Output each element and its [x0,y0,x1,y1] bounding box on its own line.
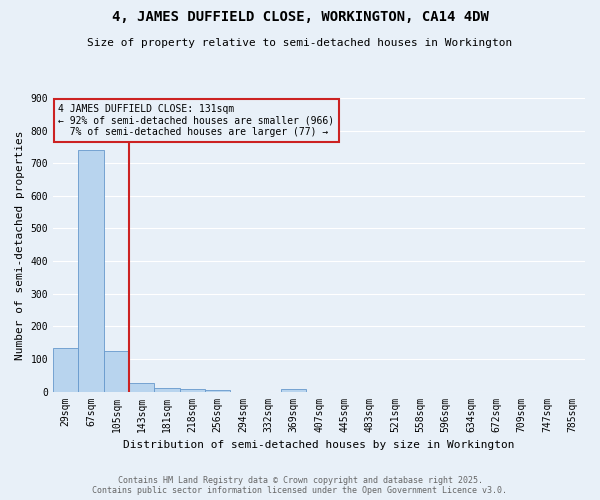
Bar [205,390,230,392]
Bar [179,389,205,392]
Bar [104,351,129,392]
X-axis label: Distribution of semi-detached houses by size in Workington: Distribution of semi-detached houses by … [123,440,515,450]
Bar [154,388,179,392]
Bar [79,150,104,392]
Bar [129,382,154,392]
Y-axis label: Number of semi-detached properties: Number of semi-detached properties [15,130,25,360]
Text: 4 JAMES DUFFIELD CLOSE: 131sqm
← 92% of semi-detached houses are smaller (966)
 : 4 JAMES DUFFIELD CLOSE: 131sqm ← 92% of … [58,104,334,137]
Bar [53,348,79,392]
Text: Contains HM Land Registry data © Crown copyright and database right 2025.
Contai: Contains HM Land Registry data © Crown c… [92,476,508,495]
Bar [281,389,307,392]
Text: Size of property relative to semi-detached houses in Workington: Size of property relative to semi-detach… [88,38,512,48]
Text: 4, JAMES DUFFIELD CLOSE, WORKINGTON, CA14 4DW: 4, JAMES DUFFIELD CLOSE, WORKINGTON, CA1… [112,10,488,24]
